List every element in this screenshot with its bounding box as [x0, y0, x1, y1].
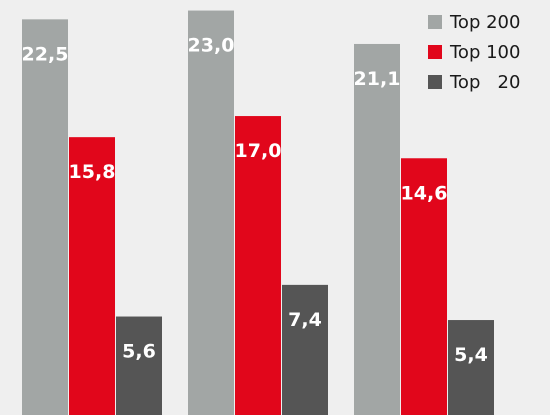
data-label-top-200-group-2: 23,0: [188, 35, 235, 57]
bar-top-100-group-3: [401, 158, 447, 415]
bar-top-200-group-2: [188, 10, 234, 415]
data-label-top-100-group-3: 14,6: [401, 182, 448, 204]
legend-label-top-100: Top 100: [449, 42, 520, 63]
legend: Top 200 Top 100 Top 20: [428, 12, 520, 93]
bar-top-20-group-3: [448, 320, 494, 415]
legend-swatch-top-20: [428, 75, 442, 89]
data-label-top-20-group-2: 7,4: [288, 309, 322, 331]
data-label-top-100-group-1: 15,8: [69, 161, 116, 183]
bar-top-20-group-2: [282, 284, 328, 415]
legend-label-top-20: Top 20: [449, 72, 520, 93]
bar-top-100-group-1: [69, 137, 115, 415]
bar-top-200-group-3: [354, 43, 400, 415]
bar-top-20-group-1: [116, 316, 162, 415]
legend-swatch-top-200: [428, 15, 442, 29]
data-label-top-20-group-1: 5,6: [122, 341, 156, 363]
data-label-top-200-group-1: 22,5: [22, 43, 69, 65]
legend-swatch-top-100: [428, 45, 442, 59]
bar-top-200-group-1: [22, 19, 68, 415]
bars-group: 22,5 23,0 21,1 15,8 17,0 14,6 5,6 7,4 5,4: [22, 10, 494, 415]
data-label-top-20-group-3: 5,4: [454, 344, 488, 366]
legend-label-top-200: Top 200: [449, 12, 520, 33]
bar-top-100-group-2: [235, 116, 281, 415]
data-label-top-200-group-3: 21,1: [354, 68, 401, 90]
data-label-top-100-group-2: 17,0: [235, 140, 282, 162]
